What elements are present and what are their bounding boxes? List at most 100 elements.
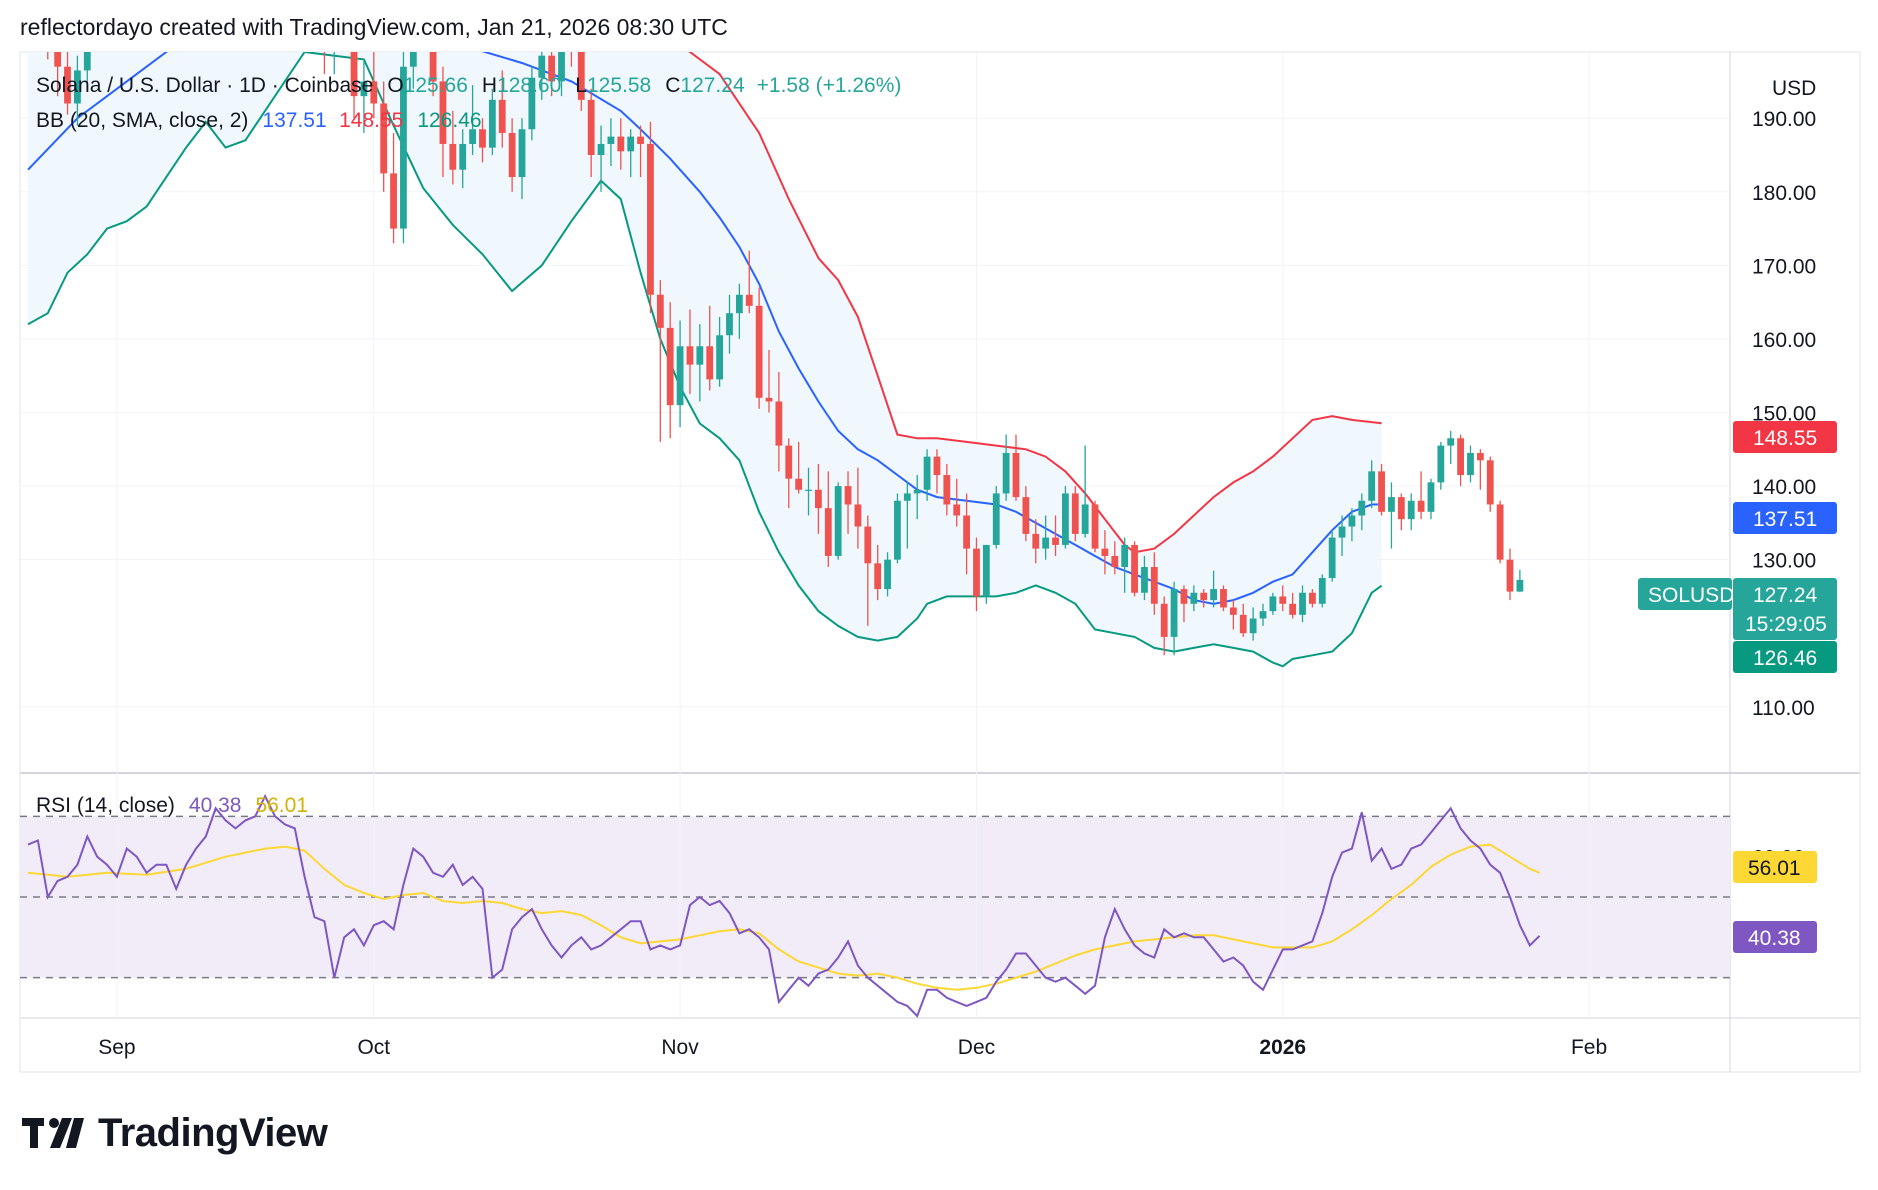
- candle: [114, 0, 121, 41]
- candle: [390, 132, 397, 244]
- candle: [1141, 555, 1148, 601]
- candle: [311, 0, 318, 1]
- tradingview-logo-icon: [22, 1118, 84, 1148]
- price-tick-label: 150.00: [1752, 403, 1816, 426]
- price-tick-label: 170.00: [1752, 255, 1816, 278]
- rsi-badge: 40.38: [1733, 921, 1817, 953]
- chart-canvas[interactable]: USD 190.00 180.00 170.00 160.00 150.00 140.00…: [0, 0, 1878, 1080]
- rsi-band-background: [20, 816, 1730, 978]
- upper-band-badge-text: 148.55: [1753, 427, 1817, 450]
- candle: [943, 464, 951, 516]
- rsi-line: [27, 793, 1541, 1018]
- candle: [558, 52, 565, 97]
- candle: [1052, 515, 1059, 556]
- time-tick-label: 2026: [1259, 1036, 1306, 1059]
- tradingview-logo[interactable]: TradingView: [22, 1110, 328, 1156]
- candle: [1210, 570, 1217, 608]
- legend-high-label: H: [482, 74, 497, 97]
- candle: [696, 324, 704, 402]
- candle: [627, 129, 635, 178]
- candle: [755, 287, 763, 409]
- time-tick-label: Feb: [1571, 1036, 1607, 1059]
- candle: [538, 52, 546, 100]
- candle: [54, 52, 62, 97]
- candle: [1457, 434, 1464, 487]
- candle: [963, 493, 970, 575]
- candle: [370, 52, 378, 119]
- candle: [1417, 471, 1425, 520]
- candle: [1249, 607, 1257, 641]
- candle: [1081, 445, 1089, 538]
- candle: [548, 52, 556, 97]
- candle: [973, 537, 980, 612]
- candle: [805, 467, 812, 516]
- legend-change: +1.58 (+1.26%): [757, 74, 902, 97]
- candle: [982, 544, 990, 604]
- candle: [1486, 456, 1494, 512]
- candle: [597, 125, 605, 192]
- candle: [1121, 537, 1129, 593]
- candle: [25, 0, 32, 41]
- basis-badge: 137.51: [1733, 502, 1837, 534]
- candle: [1220, 585, 1227, 612]
- candle: [854, 467, 862, 549]
- candle: [577, 52, 585, 111]
- candle: [1259, 603, 1267, 626]
- candle: [903, 482, 911, 549]
- time-axis[interactable]: Sep Oct Nov Dec 2026 Feb: [98, 1036, 1607, 1059]
- candle: [795, 441, 803, 494]
- candle: [1309, 589, 1316, 608]
- candle: [488, 88, 496, 155]
- legend-close: 127.24: [680, 74, 745, 97]
- candle: [1190, 585, 1198, 612]
- candle: [1150, 552, 1158, 615]
- candle: [1348, 508, 1356, 542]
- candle: [341, 0, 348, 45]
- candle: [1200, 589, 1208, 608]
- last-price-badge: 127.24 15:29:05: [1733, 578, 1837, 640]
- candle: [1042, 515, 1050, 560]
- candle: [1002, 434, 1010, 501]
- legend-bb-name: BB (20, SMA, close, 2): [36, 109, 248, 132]
- candle: [587, 88, 595, 178]
- legend-rsi-name: RSI (14, close): [36, 794, 175, 817]
- candle: [1358, 493, 1366, 531]
- candle: [1397, 493, 1405, 531]
- lower-band-badge: 126.46: [1733, 641, 1837, 673]
- legend-rsi-value: 40.38: [189, 794, 242, 817]
- candle: [726, 294, 733, 354]
- candle: [1318, 574, 1326, 608]
- candle: [1447, 430, 1455, 464]
- candle: [716, 316, 723, 387]
- legend-rsi-line[interactable]: RSI (14, close) 40.38 56.01: [36, 794, 308, 817]
- legend-bb-upper: 148.55: [339, 109, 403, 132]
- price-axis[interactable]: 190.00 180.00 170.00 160.00 150.00 140.00 130.…: [1752, 108, 1816, 720]
- bollinger-upper-line: [688, 52, 1382, 554]
- price-tick-label: 160.00: [1752, 329, 1816, 352]
- currency-label[interactable]: USD: [1772, 77, 1816, 100]
- candle: [123, 0, 130, 26]
- candle: [1022, 486, 1030, 542]
- candle: [508, 118, 516, 192]
- rsi-badge-text: 40.38: [1748, 927, 1801, 950]
- candle: [775, 372, 783, 472]
- tradingview-logo-text: TradingView: [98, 1110, 328, 1155]
- candle: [1180, 585, 1188, 623]
- legend-bb-line[interactable]: BB (20, SMA, close, 2) 137.51 148.55 126.46: [36, 109, 482, 132]
- candle: [1427, 478, 1435, 520]
- legend-symbol-line[interactable]: Solana / U.S. Dollar · 1D · Coinbase O125…: [36, 74, 901, 97]
- candle: [1378, 464, 1385, 516]
- candle: [745, 250, 753, 314]
- candle: [133, 0, 140, 23]
- rsi-ma-badge-text: 56.01: [1748, 857, 1801, 880]
- candle: [617, 118, 625, 170]
- bollinger-basis-line: [27, 52, 1382, 605]
- symbol-badge: SOLUSD: [1638, 578, 1734, 610]
- candlestick-series: [25, 0, 1524, 656]
- candle: [864, 515, 872, 626]
- candle: [1032, 519, 1040, 564]
- candle: [570, 52, 573, 67]
- candle: [360, 59, 368, 133]
- candle: [1506, 548, 1514, 601]
- time-tick-label: Nov: [661, 1036, 699, 1059]
